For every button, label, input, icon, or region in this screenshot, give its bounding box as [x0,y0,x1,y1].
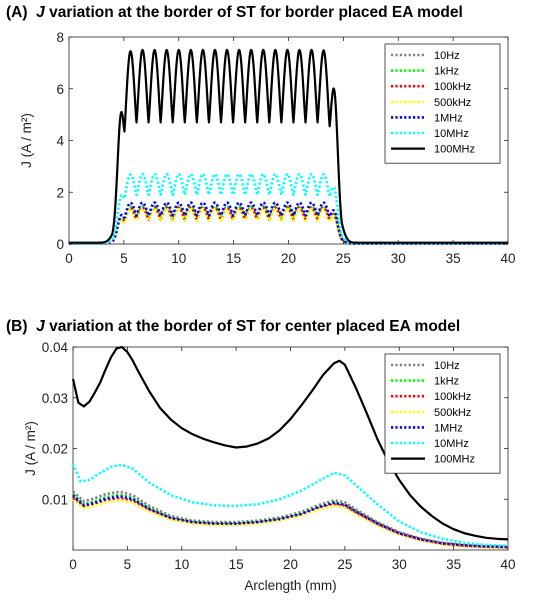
chart-a-y-tick-label: 4 [56,134,64,149]
chart-b-legend-label-500kHz: 500kHz [434,407,471,419]
chart-b-legend-box [384,353,501,474]
chart-a-x-tick-label: 40 [500,251,515,266]
panel-b-title-text: variation at the border of ST for center… [44,318,461,335]
chart-a-legend-label-10Hz: 10Hz [434,50,460,62]
chart-b-x-tick-label: 10 [174,557,189,572]
chart-b-series-line-100MHz [71,345,509,541]
chart-a-y-tick-label: 8 [56,30,64,45]
chart-a: 0 5 10 15 20 25 30 35 40 0 2 4 6 8 J (A / m²) 10Hz 1kHz 1… [19,30,516,266]
chart-a-y-axis-label: J (A / m²) [19,113,34,168]
chart-b-legend-label-1MHz: 1MHz [434,422,463,434]
chart-b-x-tick-label: 30 [392,557,407,572]
chart-a-y-tick-label: 2 [56,185,64,200]
chart-b-x-tick-label: 15 [229,557,244,572]
chart-a-x-tick-label: 25 [336,251,351,266]
panel-b-title: (B) J variation at the border of ST for … [6,318,460,336]
chart-a-legend-label-1MHz: 1MHz [434,112,463,124]
chart-a-x-tick-label: 30 [391,251,406,266]
chart-b-legend-label-10Hz: 10Hz [434,360,460,372]
chart-b-x-tick-label: 35 [446,557,461,572]
chart-b-legend-label-10MHz: 10MHz [434,438,469,450]
chart-b-series-line-10MHz [71,463,509,548]
chart-a-legend-label-500kHz: 500kHz [434,97,471,109]
panel-b-title-symbol: J [36,318,45,335]
chart-b-series-line-500kHz [72,498,509,550]
chart-b-legend-label-100kHz: 100kHz [434,391,471,403]
chart-b-y-axis-label: J (A / m²) [23,421,38,476]
chart-a-legend-box [384,43,501,164]
chart-a-legend-label-10MHz: 10MHz [434,128,469,140]
chart-b-legend-label-1kHz: 1kHz [434,376,459,388]
chart-a-legend-label-100kHz: 100kHz [434,81,471,93]
chart-b-x-tick-label: 40 [500,557,515,572]
chart-b-x-tick-label: 5 [124,557,132,572]
chart-b-y-tick-label: 0.02 [42,442,68,457]
chart-a-series-line-100MHz [68,48,509,244]
chart-a-x-tick-label: 10 [171,251,186,266]
panel-a-label: (A) [6,4,28,21]
chart-b-x-axis-label: Arclength (mm) [244,578,336,593]
panel-a-title: (A) J variation at the border of ST for … [6,4,463,22]
chart-b-y-tick-label: 0.03 [42,391,68,406]
chart-a-y-tick-label: 0 [56,237,64,252]
chart-b-legend-label-100MHz: 100MHz [434,454,475,466]
chart-a-x-tick-label: 35 [446,251,461,266]
chart-a-x-tick-label: 0 [65,251,73,266]
chart-a-legend-label-1kHz: 1kHz [434,66,459,78]
panel-a-title-symbol: J [36,4,45,21]
chart-a-series-line-1MHz [68,201,509,245]
chart-a-x-tick-label: 20 [281,251,296,266]
chart-a-x-tick-label: 5 [120,251,128,266]
panel-a-title-text: variation at the border of ST for border… [44,4,463,21]
chart-b-x-tick-label: 20 [283,557,298,572]
chart-b-x-tick-label: 25 [337,557,352,572]
chart-a-y-tick-label: 6 [56,82,64,97]
chart-a-legend-label-100MHz: 100MHz [434,144,475,156]
chart-b-x-tick-label: 0 [69,557,77,572]
chart-a-series-line-10MHz [68,172,509,245]
chart-b-y-tick-label: 0.01 [42,492,68,507]
chart-b-y-tick-label: 0.04 [42,340,69,355]
panel-b-label: (B) [6,318,28,335]
chart-b-series-line-1MHz [72,494,509,549]
chart-a-x-tick-label: 15 [226,251,241,266]
